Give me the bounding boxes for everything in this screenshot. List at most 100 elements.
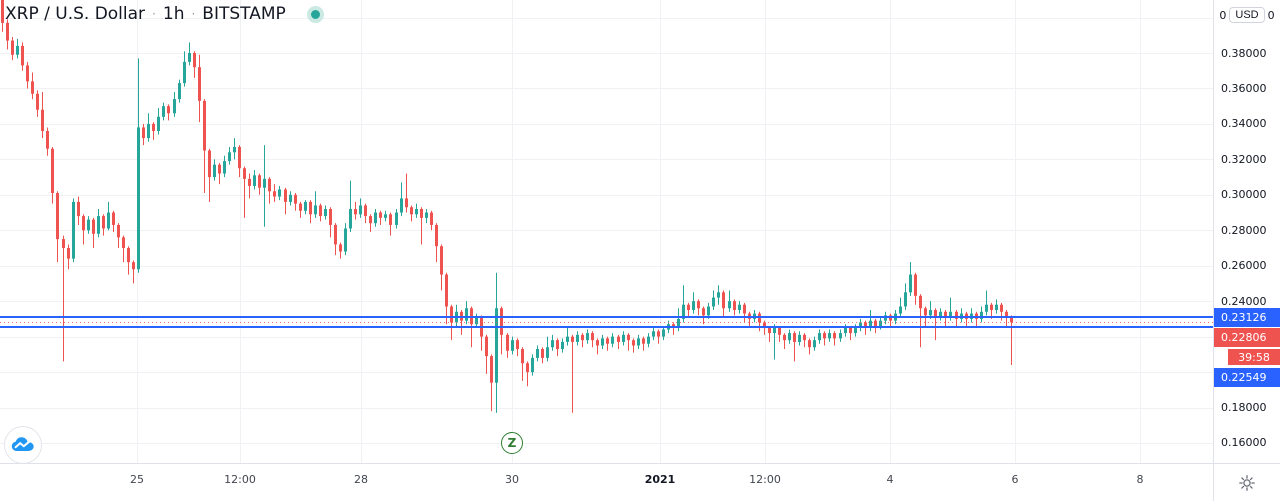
candle-body-up [374,212,377,224]
candle-body-up [16,45,19,55]
candle-body-down [430,212,433,225]
axis-settings-corner [1213,463,1280,501]
tradingview-logo[interactable] [4,426,42,463]
candle-body-down [420,208,423,218]
candle-body-down [934,310,937,318]
z-marker[interactable]: Z [501,432,523,454]
price-axis-top-row: 0 USD 0 [1214,7,1280,23]
candle-body-up [465,308,468,321]
candle-body-down [339,244,342,252]
candle-body-down [485,336,488,357]
candle-body-down [768,327,771,334]
chart-pane[interactable]: XRP / U.S. Dollar · 1h · BITSTAMP Z [0,0,1213,463]
candle-body-down [733,301,736,311]
candle-body-down [596,340,599,346]
candle-body-down [955,311,958,319]
market-status-dot [306,5,324,23]
candle-body-down [591,333,594,341]
candle-body-down [823,333,826,339]
candle-body-up [738,304,741,311]
candle-body-up [546,347,549,358]
candle-body-up [137,127,140,270]
time-axis[interactable]: 25 12:00 28 30 2021 12:00 4 6 8 [0,463,1213,501]
candle-body-up [107,212,110,229]
interval-label[interactable]: 1h [162,4,185,24]
candle-body-up [223,161,226,174]
candle-body-up [395,212,398,225]
time-tick-label: 12:00 [749,473,781,486]
candle-body-down [193,53,196,68]
candle-body-down [702,308,705,316]
candle-body-up [939,311,942,318]
candle-body-up [253,175,256,186]
candle-body-up [415,208,418,215]
candle-body-up [839,333,842,339]
candle-body-down [405,198,408,208]
candle-body-down [389,214,392,225]
candle-body-up [551,340,554,348]
price-tick-label: 0.30000 [1221,188,1267,202]
candle-body-down [218,164,221,174]
candle-body-down [874,320,877,326]
candle-body-down [1010,317,1013,323]
candle-body-up [400,198,403,213]
candle-body-down [490,356,493,383]
candle-body-up [869,320,872,328]
symbol-title[interactable]: XRP / U.S. Dollar [5,4,146,24]
candle-body-up [949,311,952,318]
candles [1,0,1013,413]
candle-body-down [642,338,645,344]
candle-body-up [344,228,347,252]
exchange-label[interactable]: BITSTAMP [202,4,286,24]
candle-body-up [531,357,534,373]
time-tick-label: 30 [505,473,519,486]
candle-body-down [914,274,917,296]
candle-body-down [445,274,448,307]
candle-body-down [808,340,811,348]
currency-toggle-button[interactable]: USD [1229,7,1265,23]
candle-body-down [919,295,922,309]
candle-body-up [818,333,821,341]
candle-body-down [783,334,786,341]
candlestick-chart[interactable] [0,0,1213,463]
candle-body-up [717,292,720,298]
candle-body-down [309,201,312,215]
candle-body-down [450,306,453,323]
candle-body-up [904,292,907,307]
candle-body-down [11,40,14,55]
candle-body-up [72,201,75,259]
candle-body-up [662,329,665,337]
candle-body-down [924,308,927,316]
candle-body-up [178,83,181,100]
candle-body-up [314,205,317,215]
candle-body-down [889,315,892,321]
candle-body-down [46,130,49,149]
candle-body-down [440,246,443,275]
candle-body-down [273,191,276,197]
candle-body-down [243,168,246,179]
level-price-badge: 0.22549 [1214,367,1280,387]
time-tick-label: 8 [1136,473,1144,486]
candle-body-down [743,304,746,314]
last-price-badge: 0.22806 [1214,327,1280,347]
candle-body-down [67,247,70,259]
candle-body-up [324,208,327,217]
candle-body-up [263,178,266,188]
z-marker-label: Z [507,436,517,450]
candle-body-up [384,214,387,218]
gear-icon[interactable] [1238,474,1256,492]
candle-body-down [26,65,29,82]
candle-body-up [728,301,731,309]
price-axis[interactable]: 0 USD 0 0.38000 0.36000 0.34000 0.32000 0.30… [1213,0,1280,463]
time-tick-label: 25 [130,473,144,486]
candle-body-up [899,306,902,314]
legend-separator: · [191,7,196,21]
candle-body-up [692,301,695,311]
candle-body-up [213,164,216,178]
candle-body-up [173,99,176,114]
candle-body-down [1005,311,1008,318]
candle-body-down [6,22,9,41]
candle-body-up [995,304,998,311]
candle-body-up [183,61,186,84]
candle-body-down [62,239,65,248]
